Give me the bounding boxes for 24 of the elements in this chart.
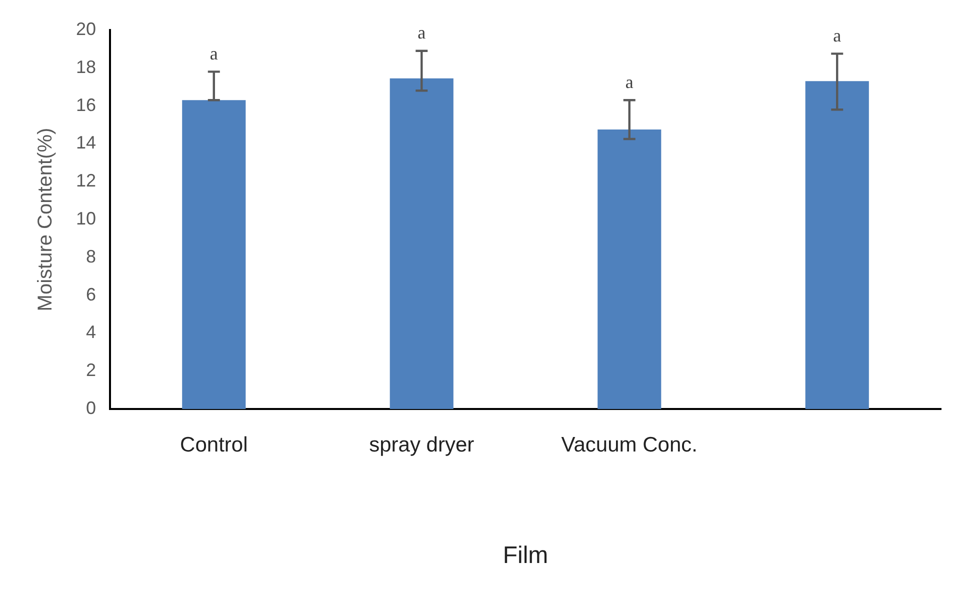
y-tick-label: 8 (86, 246, 96, 266)
y-tick-label: 6 (86, 284, 96, 304)
y-tick-label: 18 (76, 56, 96, 77)
x-tick-label: Control (180, 433, 248, 456)
annotation: a (625, 72, 634, 92)
y-tick-label: 14 (76, 132, 96, 153)
y-tick-label: 10 (76, 208, 96, 228)
y-tick-label: 16 (76, 94, 96, 115)
y-tick-label: 0 (86, 398, 96, 418)
y-tick-label: 20 (76, 18, 96, 39)
x-tick-label: spray dryer (369, 433, 474, 456)
y-tick-label: 12 (76, 170, 96, 191)
annotation: a (418, 22, 426, 43)
x-axis-title: Film (502, 542, 548, 570)
bar (598, 129, 662, 409)
x-tick-label: Vacuum Conc. (561, 433, 698, 456)
y-axis-title: Moisture Content(%) (34, 128, 57, 312)
bar (805, 81, 869, 409)
annotation: a (833, 25, 842, 46)
bar (390, 78, 454, 409)
annotation: a (210, 43, 218, 64)
bar (182, 100, 246, 409)
y-tick-label: 4 (86, 322, 96, 342)
y-tick-label: 2 (86, 360, 96, 380)
